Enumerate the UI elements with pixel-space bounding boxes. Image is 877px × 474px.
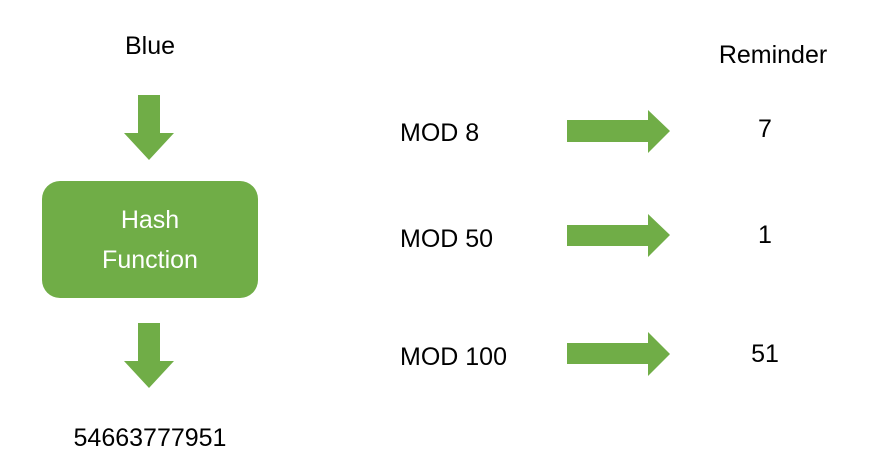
hash-function-box: Hash Function [42,181,258,298]
mod-label-8: MOD 8 [400,119,480,147]
remainder-value-100: 51 [751,340,779,368]
reminder-header: Reminder [718,41,828,69]
down-arrow-output [124,323,174,388]
right-arrow-mod-100 [567,332,670,376]
hash-box-line-1: Hash [120,205,180,234]
remainder-value-8: 7 [758,115,772,143]
right-arrow-mod-50 [567,214,670,257]
down-arrow-input [124,95,174,160]
hash-output-value: 54663777951 [73,424,227,452]
remainder-value-50: 1 [758,221,772,249]
hash-box-line-2: Function [102,245,198,274]
right-arrow-mod-8 [567,110,670,153]
input-label: Blue [124,32,176,60]
mod-label-100: MOD 100 [400,343,507,371]
mod-label-50: MOD 50 [400,225,494,253]
